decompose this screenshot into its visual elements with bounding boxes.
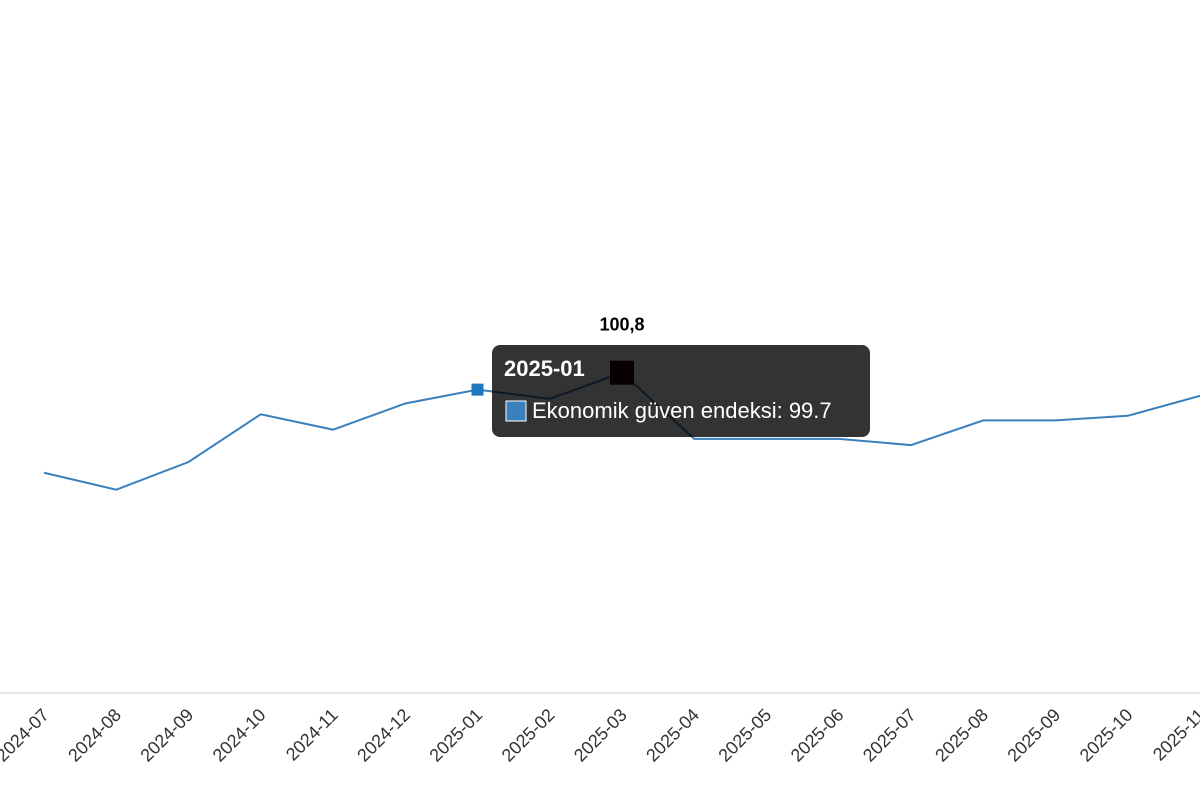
tooltip-box <box>492 345 870 437</box>
tooltip-title: 2025-01 <box>504 356 585 381</box>
x-tick-label: 2025-03 <box>570 705 631 766</box>
tooltip-label: Ekonomik güven endeksi: 99.7 <box>532 398 832 423</box>
x-tick-label: 2024-12 <box>353 705 414 766</box>
x-tick-label: 2025-01 <box>425 705 486 766</box>
x-tick-label: 2024-07 <box>0 705 53 766</box>
x-tick-label: 2024-10 <box>209 705 270 766</box>
x-tick-label: 2025-07 <box>859 705 920 766</box>
x-tick-label: 2024-09 <box>136 705 197 766</box>
x-tick-label: 2025-10 <box>1076 705 1137 766</box>
hover-point <box>471 383 484 396</box>
x-tick-label: 2025-02 <box>498 705 559 766</box>
data-label: 100,8 <box>599 315 644 335</box>
x-tick-label: 2025-05 <box>714 705 775 766</box>
tooltip-swatch <box>505 400 527 422</box>
x-tick-label: 2025-04 <box>642 705 703 766</box>
x-tick-label: 2024-08 <box>64 705 125 766</box>
x-tick-label: 2025-09 <box>1003 705 1064 766</box>
x-tick-label: 2025-08 <box>931 705 992 766</box>
x-tick-label: 2024-11 <box>282 705 342 765</box>
tooltip: 2025-01 Ekonomik güven endeksi: 99.7 <box>492 345 870 437</box>
x-tick-label: 2025-06 <box>787 705 848 766</box>
x-tick-label: 2025-11 <box>1149 705 1200 765</box>
